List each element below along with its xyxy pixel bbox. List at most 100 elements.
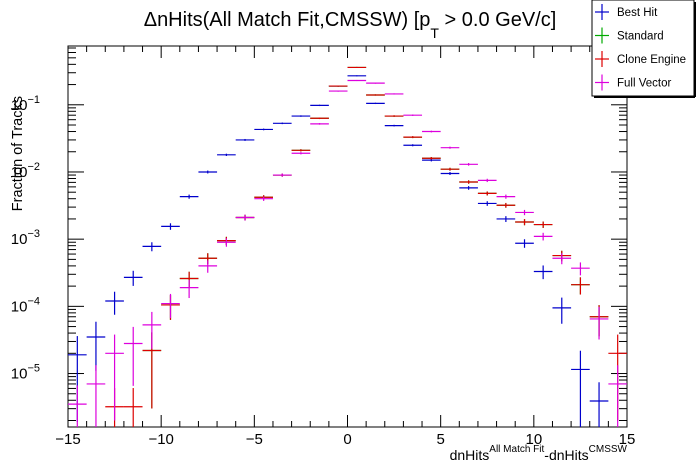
data-point [403, 144, 423, 147]
data-point [571, 277, 590, 295]
data-point [217, 153, 236, 157]
data-point [384, 124, 404, 127]
data-point [179, 279, 199, 299]
data-point [68, 385, 87, 427]
data-point [440, 146, 460, 149]
data-point [366, 94, 385, 96]
data-point [347, 79, 367, 82]
data-point [552, 253, 572, 265]
data-point [123, 270, 143, 286]
data-point [291, 115, 311, 117]
data-point [515, 219, 534, 226]
data-point [515, 239, 534, 248]
data-point [366, 82, 385, 84]
data-point [403, 114, 423, 116]
data-point [440, 172, 460, 176]
legend-entry: Full Vector [595, 74, 671, 91]
data-point [310, 104, 329, 107]
x-axis-label: dnHitsAll Match Fit-dnHitsCMSSW [450, 444, 628, 463]
legend: Best Hit Standard Clone Engine Full Vector [591, 0, 696, 98]
axes: −15 −10 −5 0 5 10 15 10−5 10−4 10−3 10−2 10−1 [11, 46, 636, 448]
data-point [86, 365, 106, 427]
data-point [422, 130, 441, 133]
y-axis-label: Fraction of Tracks [10, 96, 26, 211]
data-point [477, 191, 497, 196]
data-point [533, 232, 553, 241]
legend-entry: Clone Engine [595, 51, 686, 67]
data-point [552, 297, 572, 324]
y-tick-label: 10−5 [11, 363, 40, 383]
series-full-vector [68, 79, 627, 427]
data-point [142, 242, 162, 252]
data-point [123, 326, 143, 386]
legend-label: Clone Engine [617, 54, 686, 66]
data-point [477, 201, 497, 206]
data-point [533, 265, 553, 280]
data-point [235, 138, 255, 141]
data-point [310, 117, 329, 120]
data-point [533, 221, 553, 228]
data-point [235, 214, 255, 221]
data-point [272, 122, 292, 125]
data-point [589, 382, 609, 427]
data-point [179, 194, 199, 199]
legend-entry: Standard [595, 27, 664, 44]
data-series [68, 66, 627, 427]
x-tick-label: 15 [619, 431, 636, 448]
data-point [142, 311, 162, 349]
data-point [328, 90, 348, 92]
data-point [198, 170, 218, 174]
data-point [496, 216, 516, 222]
data-point [571, 262, 590, 276]
x-tick-label: 10 [525, 431, 542, 448]
data-point [496, 194, 516, 199]
data-point [291, 152, 311, 155]
data-point [459, 186, 478, 190]
data-point [123, 388, 143, 427]
series-standard [142, 66, 609, 409]
data-point [366, 102, 385, 105]
series-clone-engine [105, 66, 627, 427]
data-point [459, 180, 478, 184]
data-point [328, 85, 348, 87]
data-point [384, 93, 404, 95]
data-point [571, 350, 590, 427]
data-point [291, 149, 311, 152]
data-point [440, 167, 460, 171]
data-point [198, 260, 218, 273]
data-point [217, 238, 236, 247]
data-point [589, 306, 609, 340]
data-point [310, 123, 329, 125]
data-point [272, 173, 292, 177]
y-tick-label: 10−4 [11, 295, 40, 315]
data-point [384, 115, 404, 117]
data-point [422, 157, 441, 160]
data-point [86, 321, 106, 371]
y-tick-label: 10−2 [11, 161, 40, 181]
y-tick-label: 10−3 [11, 228, 40, 248]
data-point [496, 202, 516, 208]
legend-label: Best Hit [617, 7, 658, 19]
x-tick-label: −10 [148, 431, 173, 448]
data-point [515, 209, 534, 216]
data-point [477, 178, 497, 183]
legend-label: Standard [617, 31, 664, 43]
data-point [403, 136, 423, 139]
data-point [161, 223, 180, 230]
x-tick-label: 5 [436, 431, 444, 448]
data-point [347, 66, 367, 69]
data-point [254, 128, 273, 131]
data-point [254, 196, 273, 201]
chart-title: ΔnHits(All Match Fit,CMSSW) [pT > 0.0 Ge… [144, 9, 557, 41]
data-point [347, 75, 367, 77]
x-tick-label: 0 [343, 431, 351, 448]
legend-label: Full Vector [617, 78, 671, 90]
data-point [105, 291, 124, 315]
legend-entry: Best Hit [595, 4, 658, 20]
series-best-hit [68, 75, 609, 427]
data-point [608, 365, 627, 427]
y-tick-label: 10−1 [11, 94, 40, 114]
x-tick-label: −5 [246, 431, 263, 448]
data-point [105, 334, 124, 421]
